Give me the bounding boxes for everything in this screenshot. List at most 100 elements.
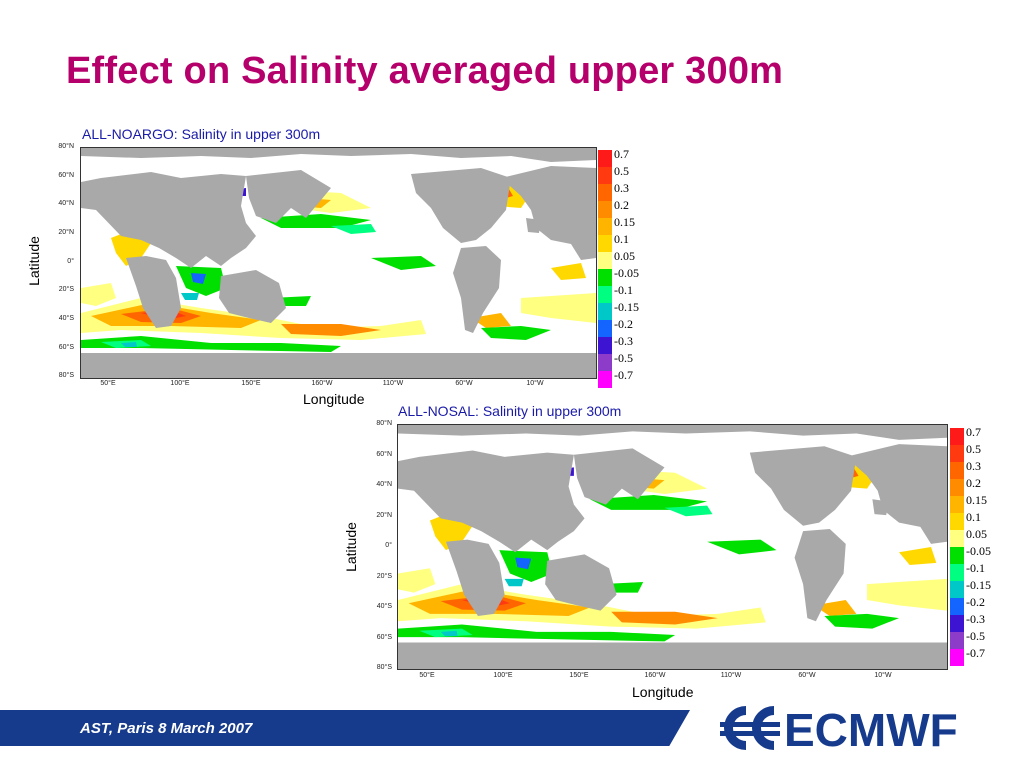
land-mass	[872, 499, 889, 516]
legend-swatch	[950, 547, 964, 564]
anomaly-region	[481, 326, 551, 340]
legend-swatch	[950, 564, 964, 581]
land-mass	[246, 170, 331, 223]
land-mass	[445, 539, 505, 616]
legend-label: 0.05	[966, 527, 987, 541]
legend-label: -0.15	[966, 578, 991, 592]
map-title: ALL-NOARGO: Salinity in upper 300m	[82, 126, 321, 142]
lat-tick: 0°	[67, 258, 74, 265]
legend-label: -0.2	[614, 317, 633, 331]
anomaly-region	[867, 578, 947, 611]
legend-swatch	[950, 428, 964, 445]
legend-swatch	[598, 184, 612, 201]
legend-swatch	[950, 615, 964, 632]
logo-text: ECMWF	[784, 704, 958, 756]
anomaly-region	[824, 613, 900, 629]
lon-tick: 150°E	[241, 380, 261, 387]
anomaly-region	[398, 568, 436, 593]
lon-tick: 160°W	[311, 380, 333, 387]
x-axis-label: Longitude	[632, 684, 694, 700]
legend-swatch	[950, 530, 964, 547]
lat-tick: 0°	[385, 542, 392, 549]
lat-tick: 20°N	[58, 229, 74, 236]
map-graphic	[398, 425, 947, 669]
legend-swatch	[950, 479, 964, 496]
lon-tick: 150°E	[569, 672, 589, 679]
anomaly-region	[81, 336, 341, 352]
map-graphic	[81, 148, 596, 378]
lon-tick: 110°W	[382, 380, 404, 387]
lat-tick: 80°N	[376, 420, 392, 427]
legend-label: 0.15	[614, 215, 635, 229]
y-axis-label: Latitude	[25, 236, 42, 286]
legend-swatch	[598, 167, 612, 184]
anomaly-region	[121, 342, 137, 347]
legend-swatch	[598, 252, 612, 269]
anomaly-region	[515, 557, 532, 570]
legend-label: -0.5	[614, 351, 633, 365]
lat-tick: 40°S	[58, 315, 74, 322]
land-mass	[573, 448, 665, 505]
legend-label: 0.5	[614, 164, 629, 178]
legend-label: 0.2	[966, 476, 981, 490]
legend-label: 0.15	[966, 493, 987, 507]
anomaly-region	[181, 293, 199, 300]
anomaly-region	[261, 214, 371, 228]
land-mass	[501, 166, 596, 260]
land-mass	[749, 446, 857, 526]
land-mass	[398, 642, 947, 669]
legend-label: 0.05	[614, 249, 635, 263]
lat-tick: 80°S	[58, 372, 74, 379]
legend-swatch	[598, 235, 612, 252]
lat-tick: 40°N	[376, 481, 392, 488]
anomaly-region	[81, 283, 116, 306]
legend-swatch	[950, 462, 964, 479]
legend-swatch	[950, 649, 964, 666]
land-mass	[545, 554, 617, 611]
lon-tick: 100°E	[170, 380, 190, 387]
legend-swatch	[598, 337, 612, 354]
legend-label: -0.1	[966, 561, 985, 575]
legend-swatch	[950, 632, 964, 649]
salinity-map	[80, 147, 597, 379]
lon-tick: 60°W	[798, 672, 816, 679]
lat-tick: 20°S	[58, 286, 74, 293]
anomaly-region	[440, 630, 458, 637]
lat-tick: 80°N	[58, 143, 74, 150]
land-mass	[794, 528, 846, 622]
anomaly-region	[331, 224, 376, 234]
legend-label: 0.2	[614, 198, 629, 212]
legend-swatch	[598, 201, 612, 218]
legend-label: 0.3	[966, 459, 981, 473]
lat-tick: 60°S	[376, 634, 392, 641]
lon-tick: 50°E	[419, 672, 435, 679]
land-mass	[845, 444, 947, 544]
lat-tick: 40°S	[376, 603, 392, 610]
legend-label: -0.05	[614, 266, 639, 280]
anomaly-region	[611, 611, 718, 625]
lat-tick: 40°N	[58, 200, 74, 207]
anomaly-region	[589, 495, 708, 510]
map-title: ALL-NOSAL: Salinity in upper 300m	[398, 403, 622, 419]
anomaly-region	[707, 539, 777, 555]
legend-swatch	[598, 354, 612, 371]
legend-label: -0.3	[966, 612, 985, 626]
land-mass	[453, 246, 501, 333]
legend-swatch	[598, 303, 612, 320]
y-axis-label: Latitude	[342, 522, 359, 572]
legend-label: -0.7	[966, 646, 985, 660]
legend-swatch	[598, 218, 612, 235]
anomaly-region	[551, 263, 586, 280]
legend-swatch	[598, 150, 612, 167]
legend-label: -0.3	[614, 334, 633, 348]
lon-tick: 110°W	[720, 672, 742, 679]
lat-tick: 60°N	[376, 451, 392, 458]
land-mass	[81, 172, 256, 268]
legend-label: -0.7	[614, 368, 633, 382]
legend-label: 0.5	[966, 442, 981, 456]
legend-label: -0.2	[966, 595, 985, 609]
land-mass	[398, 425, 947, 440]
lat-tick: 80°S	[376, 664, 392, 671]
anomaly-region	[664, 505, 713, 517]
land-mass	[219, 270, 286, 323]
